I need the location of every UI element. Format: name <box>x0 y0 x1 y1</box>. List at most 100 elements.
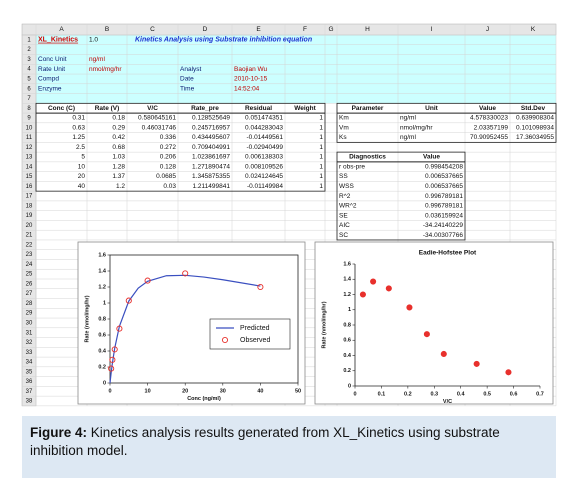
y-tick-label: 1 <box>103 300 106 306</box>
x-tick-label: 50 <box>295 388 301 394</box>
column-letter: C <box>150 26 155 33</box>
x-axis-label: V/C <box>443 399 452 405</box>
row-number: 1 <box>27 37 31 43</box>
row-number: 8 <box>27 106 31 112</box>
row-number: 35 <box>26 369 33 375</box>
cell-text: 0.42 <box>112 134 125 141</box>
cell-text: 20 <box>78 173 86 180</box>
row-number: 18 <box>26 203 33 209</box>
cell-text: 0.044283043 <box>245 124 283 131</box>
cell-text: 1.37 <box>112 173 125 180</box>
y-tick-label: 1.6 <box>343 261 351 267</box>
cell-text: 0.580645161 <box>138 115 176 122</box>
column-letter: D <box>203 26 208 33</box>
cell-text: Time <box>180 85 195 92</box>
row-number: 13 <box>26 155 33 161</box>
row-number: 29 <box>26 311 33 317</box>
cell-text: AIC <box>339 222 350 229</box>
cell-text: 0.006537665 <box>425 173 463 180</box>
data-point <box>108 365 115 372</box>
cell-text: 0.0685 <box>156 173 176 180</box>
cell-text: 2.03357199 <box>474 124 509 131</box>
row-number: 12 <box>26 145 33 151</box>
row-number: 7 <box>27 96 31 102</box>
cell-text: Date <box>180 76 194 83</box>
cell-text: Conc Unit <box>38 56 67 63</box>
cell-text: Kinetics Analysis using Substrate inhibi… <box>135 37 312 44</box>
cell-text: R^2 <box>339 193 351 200</box>
row-number: 10 <box>26 125 33 131</box>
cell-text: 0.006138303 <box>245 154 283 161</box>
cell-text: 10 <box>78 163 86 170</box>
x-tick-label: 0.6 <box>510 391 518 397</box>
row-number: 38 <box>26 399 33 405</box>
cell-text: 0.996789181 <box>425 203 463 210</box>
cell-text: r obs-pre <box>339 163 365 170</box>
column-letter: B <box>105 26 109 33</box>
y-tick-label: 0 <box>103 380 106 386</box>
row-number: 34 <box>26 360 33 366</box>
row-number: 22 <box>26 242 33 248</box>
row-number: 23 <box>26 252 33 258</box>
cell-text: 1 <box>319 154 323 161</box>
row-number: 26 <box>26 281 33 287</box>
legend-label: Observed <box>240 337 270 344</box>
cell-text: 40 <box>78 183 86 190</box>
row-number: 31 <box>26 330 33 336</box>
cell-text: 0.036159924 <box>425 212 463 219</box>
cell-text: 4.578330023 <box>470 115 508 122</box>
y-tick-label: 1.6 <box>98 252 106 258</box>
cell-text: Baojian Wu <box>234 66 268 73</box>
x-tick-label: 0.2 <box>404 391 412 397</box>
column-letter: H <box>365 26 370 33</box>
x-axis-label: Conc (ng/ml) <box>187 396 221 402</box>
row-number: 20 <box>26 223 33 229</box>
cell-text: 1 <box>319 163 323 170</box>
cell-text: 1 <box>319 183 323 190</box>
row-number: 11 <box>26 135 33 141</box>
row-number: 30 <box>26 320 33 326</box>
cell-text: 0.006537665 <box>425 183 463 190</box>
cell-text: 1 <box>319 173 323 180</box>
column-letter: E <box>256 26 261 33</box>
cell-text: 0.63 <box>72 124 85 131</box>
row-number: 24 <box>26 262 33 268</box>
y-tick-label: 0.2 <box>343 368 351 374</box>
data-point <box>406 304 413 311</box>
cell-text: 0.68 <box>112 144 125 151</box>
cell-text: 0.051474351 <box>245 115 283 122</box>
cell-text: 0.101098934 <box>516 124 554 131</box>
legend-swatch <box>221 336 229 344</box>
cell-text: 0.996789181 <box>425 193 463 200</box>
data-point <box>473 360 480 367</box>
row-number: 19 <box>26 213 33 219</box>
x-tick-label: 0.5 <box>483 391 491 397</box>
cell-text: 0.03 <box>163 183 176 190</box>
cell-text: 0.336 <box>160 134 177 141</box>
cell-text: 17.36034955 <box>516 134 554 141</box>
info-band <box>36 35 556 104</box>
cell-text: 1.023861697 <box>192 154 230 161</box>
column-letter: I <box>431 26 433 33</box>
y-tick-label: 0.4 <box>343 353 352 359</box>
x-tick-label: 0.4 <box>457 391 466 397</box>
x-tick-label: 20 <box>182 388 188 394</box>
caption-text: Kinetics analysis results generated from… <box>30 425 500 458</box>
cell-text: 1 <box>319 115 323 122</box>
cell-text: 0.206 <box>160 154 177 161</box>
cell-text: 0.434495607 <box>192 134 230 141</box>
cell-text: Vm <box>339 124 349 131</box>
column-heading: Unit <box>425 105 438 112</box>
data-point <box>423 331 430 338</box>
y-tick-label: 0.8 <box>98 316 106 322</box>
column-letter: G <box>328 26 333 33</box>
y-tick-label: 1 <box>348 307 351 313</box>
cell-text: ng/ml <box>400 134 416 141</box>
row-number: 25 <box>26 272 33 278</box>
column-heading: Residual <box>245 105 272 112</box>
cell-text: ng/ml <box>89 56 105 63</box>
cell-text: Rate Unit <box>38 66 65 73</box>
data-point <box>370 278 377 285</box>
cell-text: 0.31 <box>72 115 85 122</box>
cell-text: 14:52:04 <box>234 85 260 92</box>
